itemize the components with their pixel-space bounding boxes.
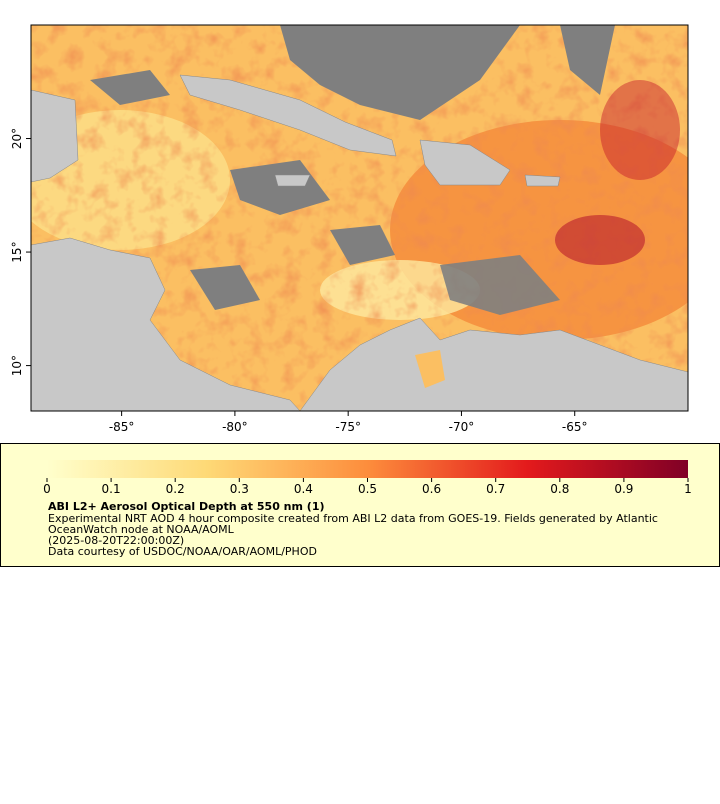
legend-line: OceanWatch node at NOAA/AOML	[48, 523, 235, 536]
colorbar-tick-label: 0.4	[294, 482, 313, 496]
land	[274, 174, 311, 187]
y-tick-label: 20°	[10, 128, 24, 149]
colorbar-tick-label: 0.2	[166, 482, 185, 496]
colorbar-tick-label: 0.8	[550, 482, 569, 496]
legend-line: (2025-08-20T22:00:00Z)	[48, 534, 184, 547]
colorbar-tick-label: 0.7	[486, 482, 505, 496]
colorbar-tick-label: 0.6	[422, 482, 441, 496]
no-data	[330, 225, 395, 265]
no-data	[560, 25, 615, 95]
colorbar-tick-label: 0.5	[358, 482, 377, 496]
land	[524, 174, 561, 187]
land	[299, 317, 688, 411]
no-data	[280, 25, 520, 120]
aod-peak	[600, 80, 680, 180]
colorbar-tick-label: 0.9	[614, 482, 633, 496]
legend-line: Data courtesy of USDOC/NOAA/OAR/AOML/PHO…	[48, 545, 317, 558]
no-data	[190, 265, 260, 310]
x-tick-label: -65°	[562, 420, 588, 434]
aod-peak	[555, 215, 645, 265]
x-tick-label: -70°	[449, 420, 475, 434]
map-frame	[30, 24, 689, 412]
map-image	[31, 25, 688, 411]
x-tick-label: -85°	[109, 420, 135, 434]
legend-line: Experimental NRT AOD 4 hour composite cr…	[48, 512, 658, 525]
land	[31, 89, 79, 183]
colorbar-tick-label: 0.1	[102, 482, 121, 496]
y-tick-label: 10°	[10, 355, 24, 376]
aod-field	[415, 350, 445, 388]
legend-title: ABI L2+ Aerosol Optical Depth at 550 nm …	[48, 500, 325, 513]
land	[179, 74, 397, 157]
colorbar-tick-label: 0.3	[230, 482, 249, 496]
y-tick-label: 15°	[10, 241, 24, 262]
no-data	[230, 160, 330, 215]
colorbar-tick-label: 0	[43, 482, 51, 496]
no-data	[440, 255, 560, 315]
colorbar-tick-label: 1	[684, 482, 692, 496]
land	[31, 237, 301, 411]
land	[419, 139, 511, 186]
x-tick-label: -80°	[222, 420, 248, 434]
no-data	[90, 70, 170, 105]
x-tick-label: -75°	[335, 420, 361, 434]
colorbar	[47, 460, 688, 478]
